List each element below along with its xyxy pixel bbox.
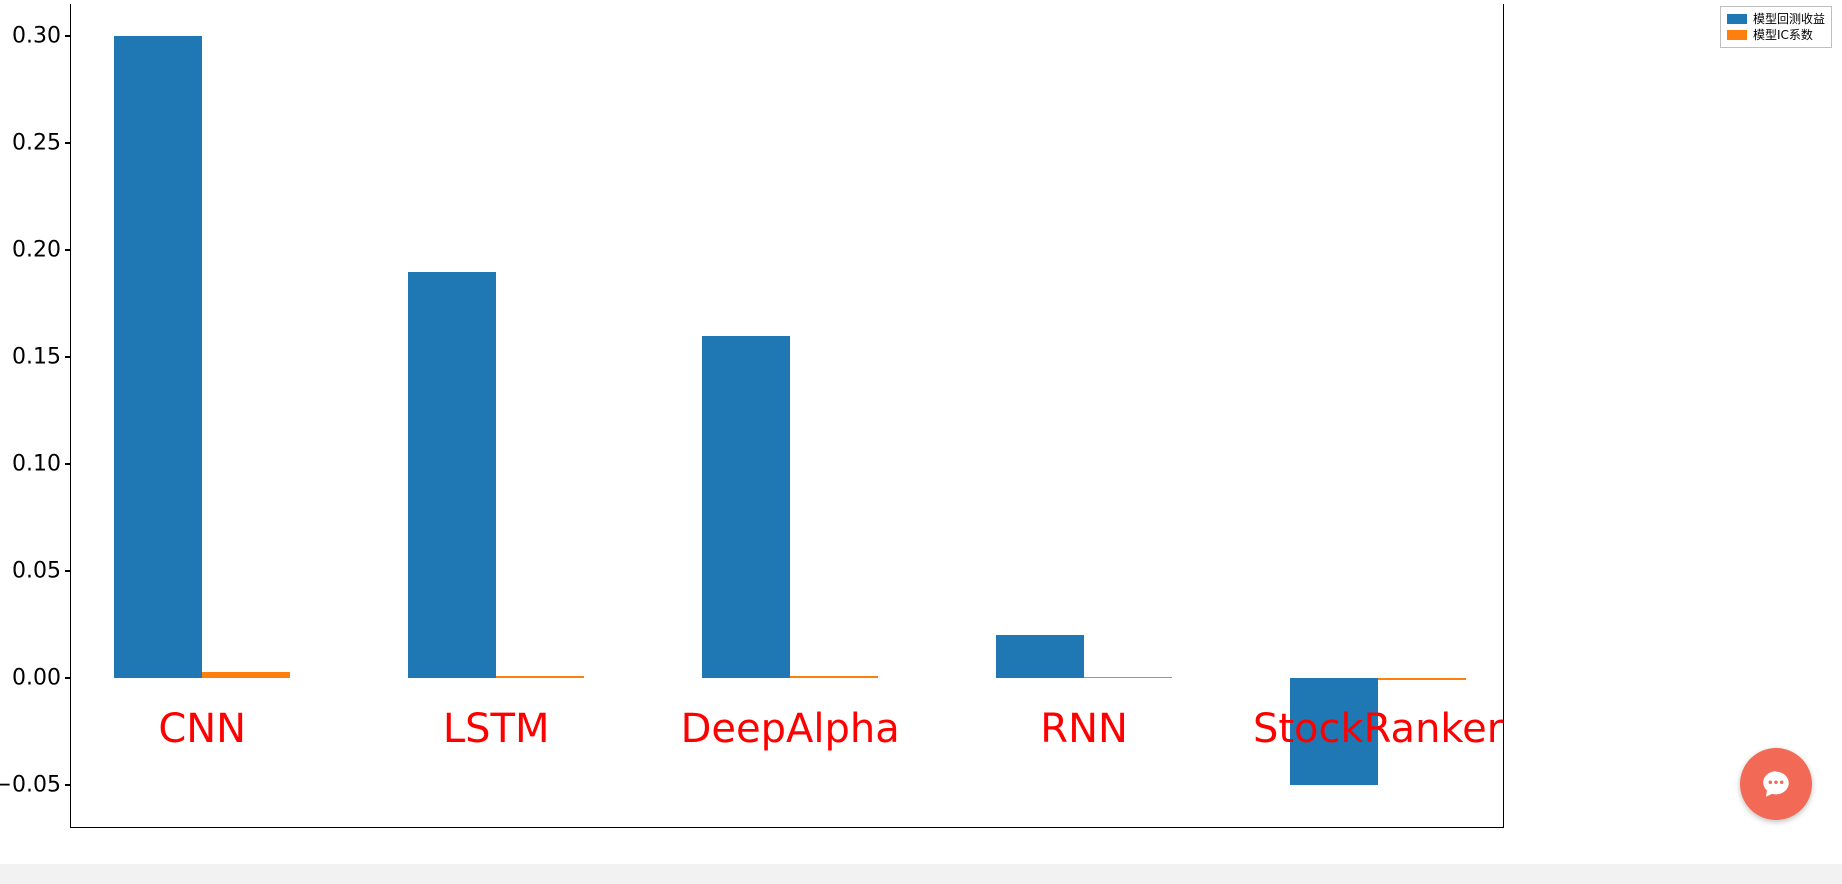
bar-模型IC系数	[496, 676, 584, 678]
category-label: CNN	[158, 706, 246, 752]
plot-area: −0.050.000.050.100.150.200.250.30CNNLSTM…	[70, 4, 1504, 828]
y-tick-label: 0.30	[12, 24, 61, 49]
category-label: RNN	[1040, 706, 1128, 752]
y-tick-label: 0.00	[12, 666, 61, 691]
figure-canvas: −0.05 0.00 0.05 0.10 0.15 0.20 0.25 0.30 CNN LSTM…	[0, 0, 1842, 884]
y-tick-mark	[65, 570, 71, 572]
y-tick-mark	[65, 249, 71, 251]
bar-模型IC系数	[202, 672, 290, 678]
y-tick-label: 0.20	[12, 238, 61, 263]
bar-模型回测收益	[114, 36, 202, 678]
footer-strip	[0, 864, 1842, 884]
y-tick-mark	[65, 142, 71, 144]
bar-模型回测收益	[702, 336, 790, 678]
y-tick-label: 0.10	[12, 452, 61, 477]
bar-模型回测收益	[408, 272, 496, 679]
y-tick-mark	[65, 463, 71, 465]
legend-swatch	[1727, 14, 1747, 24]
bar-模型回测收益	[996, 635, 1084, 678]
legend-swatch	[1727, 30, 1747, 40]
legend-item: 模型IC系数	[1727, 27, 1825, 43]
legend: 模型回测收益模型IC系数	[1720, 6, 1832, 48]
chat-button[interactable]	[1740, 748, 1812, 820]
bar-模型IC系数	[1084, 677, 1172, 678]
y-tick-mark	[65, 35, 71, 37]
legend-label: 模型回测收益	[1753, 11, 1825, 27]
category-label: LSTM	[443, 706, 550, 752]
y-tick-label: −0.05	[0, 773, 61, 798]
y-tick-label: 0.05	[12, 559, 61, 584]
y-tick-mark	[65, 356, 71, 358]
legend-label: 模型IC系数	[1753, 27, 1813, 43]
chat-icon	[1759, 767, 1793, 801]
legend-item: 模型回测收益	[1727, 11, 1825, 27]
y-tick-mark	[65, 784, 71, 786]
category-label: StockRanker	[1253, 706, 1503, 752]
bar-模型IC系数	[1378, 678, 1466, 680]
y-tick-label: 0.15	[12, 345, 61, 370]
bar-模型IC系数	[790, 676, 878, 678]
y-tick-label: 0.25	[12, 131, 61, 156]
category-label: DeepAlpha	[681, 706, 900, 752]
y-tick-mark	[65, 677, 71, 679]
